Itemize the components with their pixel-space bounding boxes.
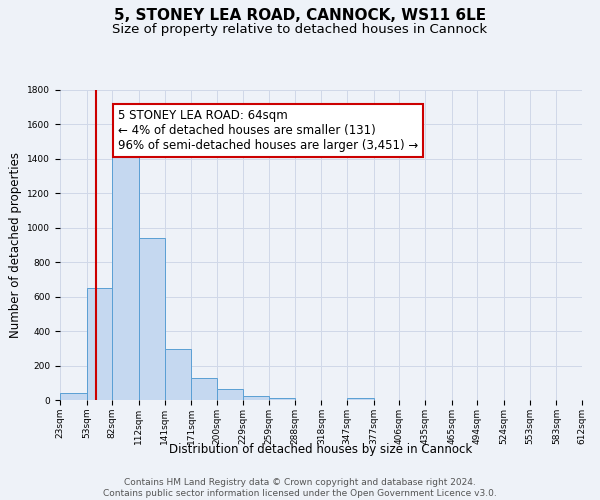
- Bar: [139, 238, 164, 400]
- Bar: [217, 389, 242, 400]
- Bar: [112, 147, 139, 400]
- Bar: [242, 396, 269, 400]
- Text: Distribution of detached houses by size in Cannock: Distribution of detached houses by size …: [169, 442, 473, 456]
- Bar: [60, 393, 86, 400]
- Text: 5, STONEY LEA ROAD, CANNOCK, WS11 6LE: 5, STONEY LEA ROAD, CANNOCK, WS11 6LE: [114, 8, 486, 22]
- Bar: [347, 398, 374, 400]
- Bar: [86, 288, 112, 400]
- Text: Contains HM Land Registry data © Crown copyright and database right 2024.
Contai: Contains HM Land Registry data © Crown c…: [103, 478, 497, 498]
- Text: Size of property relative to detached houses in Cannock: Size of property relative to detached ho…: [112, 22, 488, 36]
- Bar: [164, 349, 191, 400]
- Y-axis label: Number of detached properties: Number of detached properties: [9, 152, 22, 338]
- Bar: [191, 378, 217, 400]
- Text: 5 STONEY LEA ROAD: 64sqm
← 4% of detached houses are smaller (131)
96% of semi-d: 5 STONEY LEA ROAD: 64sqm ← 4% of detache…: [118, 109, 418, 152]
- Bar: [269, 398, 295, 400]
